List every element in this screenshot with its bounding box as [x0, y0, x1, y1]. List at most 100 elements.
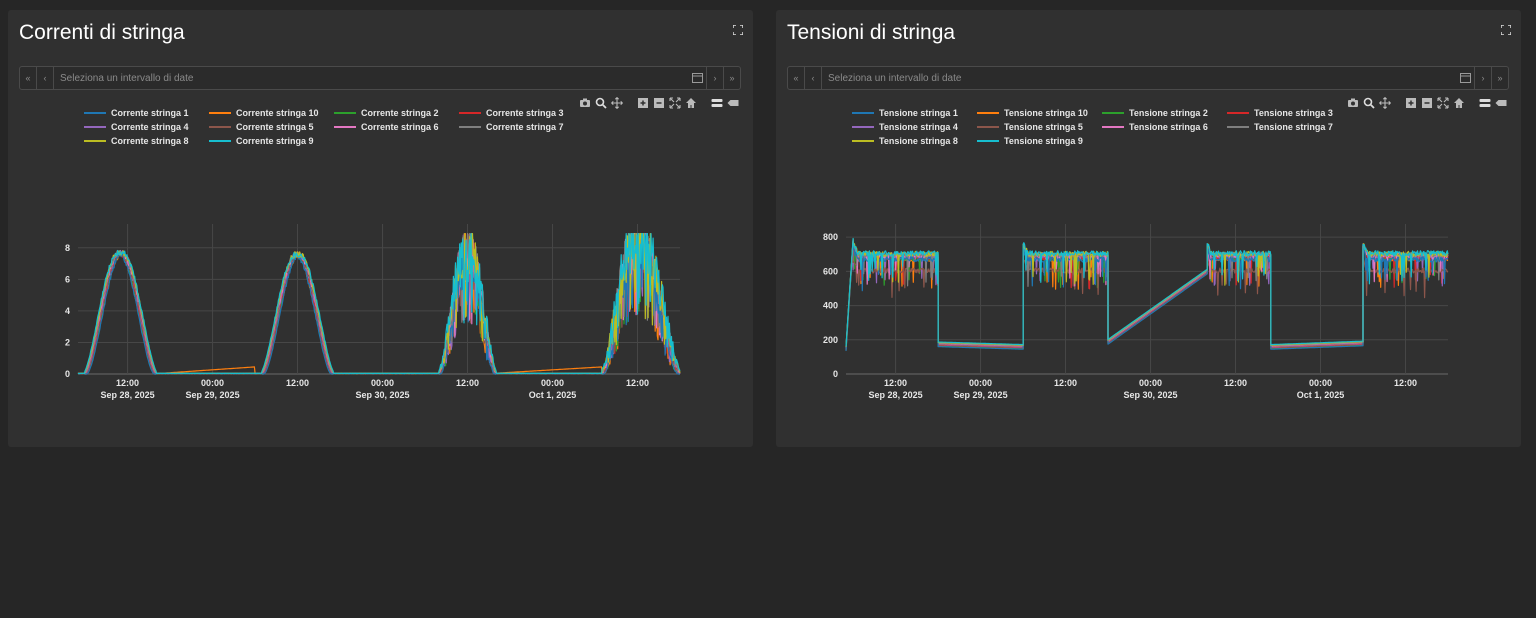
camera-icon[interactable] — [579, 97, 591, 109]
x-tick-date-label: Sep 28, 2025 — [101, 390, 155, 400]
date-range-input[interactable] — [54, 67, 688, 89]
autoscale-icon[interactable] — [1437, 97, 1449, 109]
first-page-button[interactable]: « — [20, 67, 37, 89]
legend-item[interactable]: Tensione stringa 8 — [852, 135, 977, 147]
legend-item[interactable]: Tensione stringa 4 — [852, 121, 977, 133]
legend-item[interactable]: Tensione stringa 7 — [1227, 121, 1352, 133]
series-line[interactable] — [78, 233, 681, 375]
next-page-button[interactable]: › — [706, 67, 723, 89]
legend-swatch — [209, 112, 231, 114]
compare-hover-icon[interactable] — [727, 97, 739, 109]
legend-item[interactable]: Corrente stringa 7 — [459, 121, 584, 133]
legend-item[interactable]: Tensione stringa 5 — [977, 121, 1102, 133]
x-tick-date-label: Oct 1, 2025 — [529, 390, 577, 400]
legend-item[interactable]: Corrente stringa 8 — [84, 135, 209, 147]
autoscale-icon[interactable] — [669, 97, 681, 109]
series-line[interactable] — [77, 233, 681, 375]
legend-item[interactable]: Tensione stringa 1 — [852, 107, 977, 119]
compare-hover-icon[interactable] — [1495, 97, 1507, 109]
legend-item[interactable]: Corrente stringa 3 — [459, 107, 584, 119]
x-tick-label: 00:00 — [371, 378, 394, 388]
currents-chart: 0 2 4 6 8 12:00 Sep 28, 2025 00:00 Sep 29, 2025 1… — [65, 224, 681, 400]
pan-icon[interactable] — [1379, 97, 1391, 109]
legend-swatch — [84, 112, 106, 114]
series-line[interactable] — [845, 242, 1449, 351]
series-line[interactable] — [77, 233, 681, 375]
legend-item[interactable]: Corrente stringa 9 — [209, 135, 334, 147]
legend-item[interactable]: Corrente stringa 2 — [334, 107, 459, 119]
chart-toolbar — [1347, 96, 1507, 110]
spike-lines-icon[interactable] — [711, 97, 723, 109]
y-tick-label: 8 — [65, 243, 70, 253]
prev-page-button[interactable]: ‹ — [37, 67, 54, 89]
home-icon[interactable] — [1453, 97, 1465, 109]
legend-item[interactable]: Tensione stringa 3 — [1227, 107, 1352, 119]
calendar-icon[interactable] — [688, 67, 706, 89]
chart-legend: Corrente stringa 1 Corrente stringa 10 Cor… — [84, 107, 604, 147]
zoom-icon[interactable] — [595, 97, 607, 109]
last-page-button[interactable]: » — [723, 67, 740, 89]
x-tick-date-label: Oct 1, 2025 — [1297, 390, 1345, 400]
y-tick-label: 800 — [823, 232, 838, 242]
first-page-button[interactable]: « — [788, 67, 805, 89]
camera-icon[interactable] — [1347, 97, 1359, 109]
last-page-button[interactable]: » — [1491, 67, 1508, 89]
y-tick-label: 0 — [833, 369, 838, 379]
legend-swatch — [977, 112, 999, 114]
x-tick-label: 00:00 — [969, 378, 992, 388]
voltages-panel: Tensioni di stringa « ‹ › » Tensione str… — [776, 10, 1521, 447]
x-tick-label: 12:00 — [1224, 378, 1247, 388]
legend-label: Corrente stringa 4 — [111, 122, 189, 132]
legend-item[interactable]: Corrente stringa 1 — [84, 107, 209, 119]
next-page-button[interactable]: › — [1474, 67, 1491, 89]
prev-page-button[interactable]: ‹ — [805, 67, 822, 89]
series-line[interactable] — [77, 233, 681, 375]
x-tick-date-label: Sep 28, 2025 — [869, 390, 923, 400]
series-line[interactable] — [77, 233, 680, 375]
pan-icon[interactable] — [611, 97, 623, 109]
x-tick-label: 00:00 — [201, 378, 224, 388]
zoom-out-icon[interactable] — [653, 97, 665, 109]
legend-label: Corrente stringa 6 — [361, 122, 439, 132]
legend-label: Corrente stringa 9 — [236, 136, 314, 146]
legend-swatch — [209, 126, 231, 128]
series-line[interactable] — [77, 233, 681, 375]
series-line[interactable] — [845, 237, 1449, 347]
legend-swatch — [852, 126, 874, 128]
currents-panel: Correnti di stringa « ‹ › » Corrente str… — [8, 10, 753, 447]
legend-item[interactable]: Tensione stringa 9 — [977, 135, 1102, 147]
legend-label: Tensione stringa 2 — [1129, 108, 1208, 118]
legend-item[interactable]: Tensione stringa 6 — [1102, 121, 1227, 133]
series-line[interactable] — [77, 233, 681, 375]
legend-swatch — [977, 140, 999, 142]
date-range-input[interactable] — [822, 67, 1456, 89]
home-icon[interactable] — [685, 97, 697, 109]
zoom-out-icon[interactable] — [1421, 97, 1433, 109]
legend-swatch — [334, 112, 356, 114]
legend-swatch — [852, 112, 874, 114]
legend-item[interactable]: Tensione stringa 2 — [1102, 107, 1227, 119]
spike-lines-icon[interactable] — [1479, 97, 1491, 109]
legend-item[interactable]: Corrente stringa 4 — [84, 121, 209, 133]
legend-swatch — [459, 112, 481, 114]
legend-item[interactable]: Corrente stringa 6 — [334, 121, 459, 133]
legend-swatch — [84, 126, 106, 128]
legend-swatch — [852, 140, 874, 142]
series-line[interactable] — [77, 233, 680, 375]
x-tick-label: 12:00 — [456, 378, 479, 388]
zoom-in-icon[interactable] — [1405, 97, 1417, 109]
chart-legend: Tensione stringa 1 Tensione stringa 10 Ten… — [852, 107, 1372, 147]
legend-item[interactable]: Corrente stringa 10 — [209, 107, 334, 119]
zoom-icon[interactable] — [1363, 97, 1375, 109]
x-tick-label: 12:00 — [116, 378, 139, 388]
x-tick-label: 12:00 — [884, 378, 907, 388]
x-tick-date-label: Sep 30, 2025 — [356, 390, 410, 400]
legend-item[interactable]: Corrente stringa 5 — [209, 121, 334, 133]
grid — [78, 224, 680, 375]
voltages-chart: 0 200 400 600 800 12:00 Sep 28, 2025 00:00 Sep 2… — [823, 224, 1449, 400]
series-line[interactable] — [77, 233, 681, 375]
series-line[interactable] — [77, 233, 680, 375]
legend-item[interactable]: Tensione stringa 10 — [977, 107, 1102, 119]
calendar-icon[interactable] — [1456, 67, 1474, 89]
zoom-in-icon[interactable] — [637, 97, 649, 109]
